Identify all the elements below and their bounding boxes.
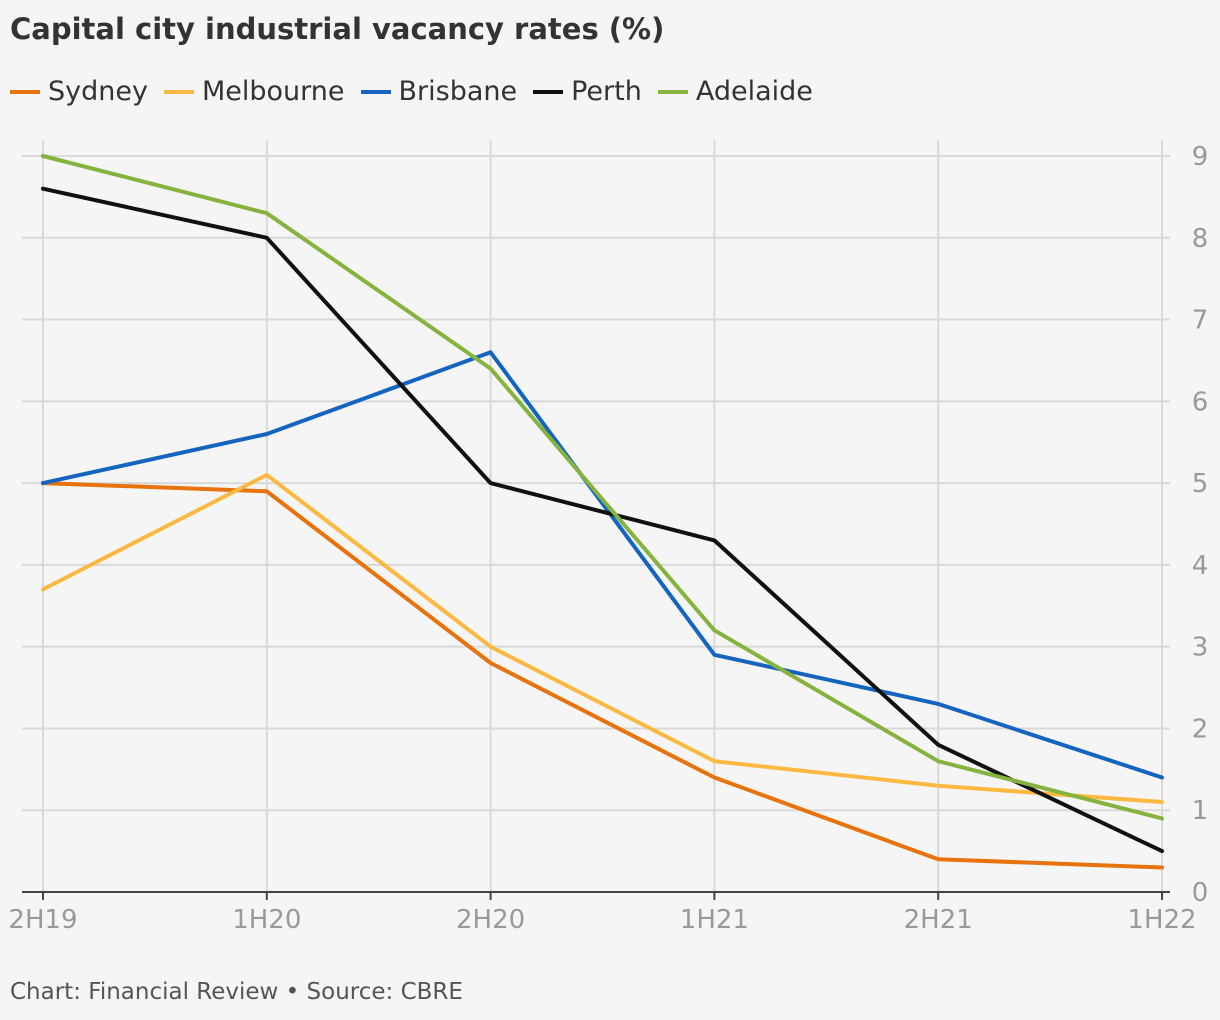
legend-label: Sydney (48, 76, 148, 107)
series-line-adelaide (41, 154, 1164, 821)
legend-item-adelaide: Adelaide (657, 76, 813, 107)
legend-swatch (657, 89, 688, 94)
x-tick-label: 2H21 (904, 905, 973, 935)
y-tick-label: 5 (1192, 469, 1209, 499)
x-tick-label: 2H19 (8, 905, 77, 935)
y-tick-label: 4 (1192, 551, 1209, 581)
legend-swatch (163, 89, 194, 94)
y-tick-label: 1 (1192, 796, 1209, 826)
gridlines (22, 140, 1170, 892)
legend-item-melbourne: Melbourne (163, 76, 345, 107)
legend-item-sydney: Sydney (10, 76, 148, 107)
y-tick-label: 7 (1192, 306, 1209, 336)
x-tick-label: 2H20 (456, 905, 525, 935)
legend-label: Melbourne (201, 76, 345, 107)
series-line-brisbane (41, 350, 1164, 780)
y-tick-label: 2 (1192, 714, 1209, 744)
series-line-sydney (41, 481, 1164, 870)
series-line-perth (41, 186, 1164, 854)
y-tick-label: 3 (1192, 633, 1209, 663)
legend-label: Brisbane (398, 76, 518, 107)
legend-item-perth: Perth (533, 76, 642, 107)
chart-title: Capital city industrial vacancy rates (%… (10, 12, 665, 46)
legend-swatch (10, 89, 40, 94)
legend-item-brisbane: Brisbane (360, 76, 518, 107)
y-tick-label: 6 (1192, 387, 1209, 417)
x-tick-label: 1H20 (232, 905, 301, 935)
legend: Sydney Melbourne Brisbane Perth Adelaide (10, 76, 829, 107)
axes: 0 1 2 3 4 5 6 7 8 9 2H19 1H20 2H20 1H21 2H21 1H22 (8, 142, 1208, 935)
series-lines (41, 154, 1164, 870)
y-tick-label: 8 (1192, 224, 1209, 254)
series-line-melbourne (41, 472, 1164, 804)
x-tick-label: 1H21 (680, 905, 749, 935)
y-tick-label: 9 (1192, 142, 1209, 172)
legend-label: Perth (571, 76, 642, 107)
legend-label: Adelaide (695, 76, 813, 107)
legend-swatch (360, 89, 391, 94)
y-tick-label: 0 (1192, 878, 1209, 908)
chart-footer-credit: Chart: Financial Review • Source: CBRE (10, 979, 463, 1005)
x-tick-label: 1H22 (1127, 905, 1196, 935)
legend-swatch (533, 89, 564, 94)
